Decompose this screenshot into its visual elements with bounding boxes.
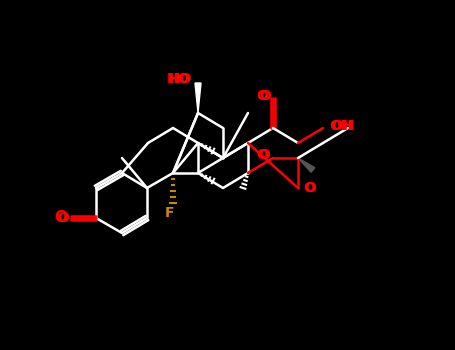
Polygon shape — [298, 158, 315, 172]
Text: O: O — [259, 89, 271, 103]
Text: O: O — [303, 181, 315, 195]
Text: OH: OH — [329, 119, 353, 133]
Text: HO: HO — [168, 72, 192, 86]
Polygon shape — [195, 83, 201, 113]
Text: HO: HO — [167, 72, 190, 86]
Text: O: O — [256, 89, 268, 103]
Text: O: O — [57, 211, 69, 225]
Text: O: O — [258, 148, 270, 162]
Text: O: O — [304, 181, 316, 195]
Text: O: O — [256, 148, 268, 162]
Text: OH: OH — [331, 119, 354, 133]
Text: F: F — [165, 206, 175, 220]
Text: O: O — [55, 210, 67, 225]
